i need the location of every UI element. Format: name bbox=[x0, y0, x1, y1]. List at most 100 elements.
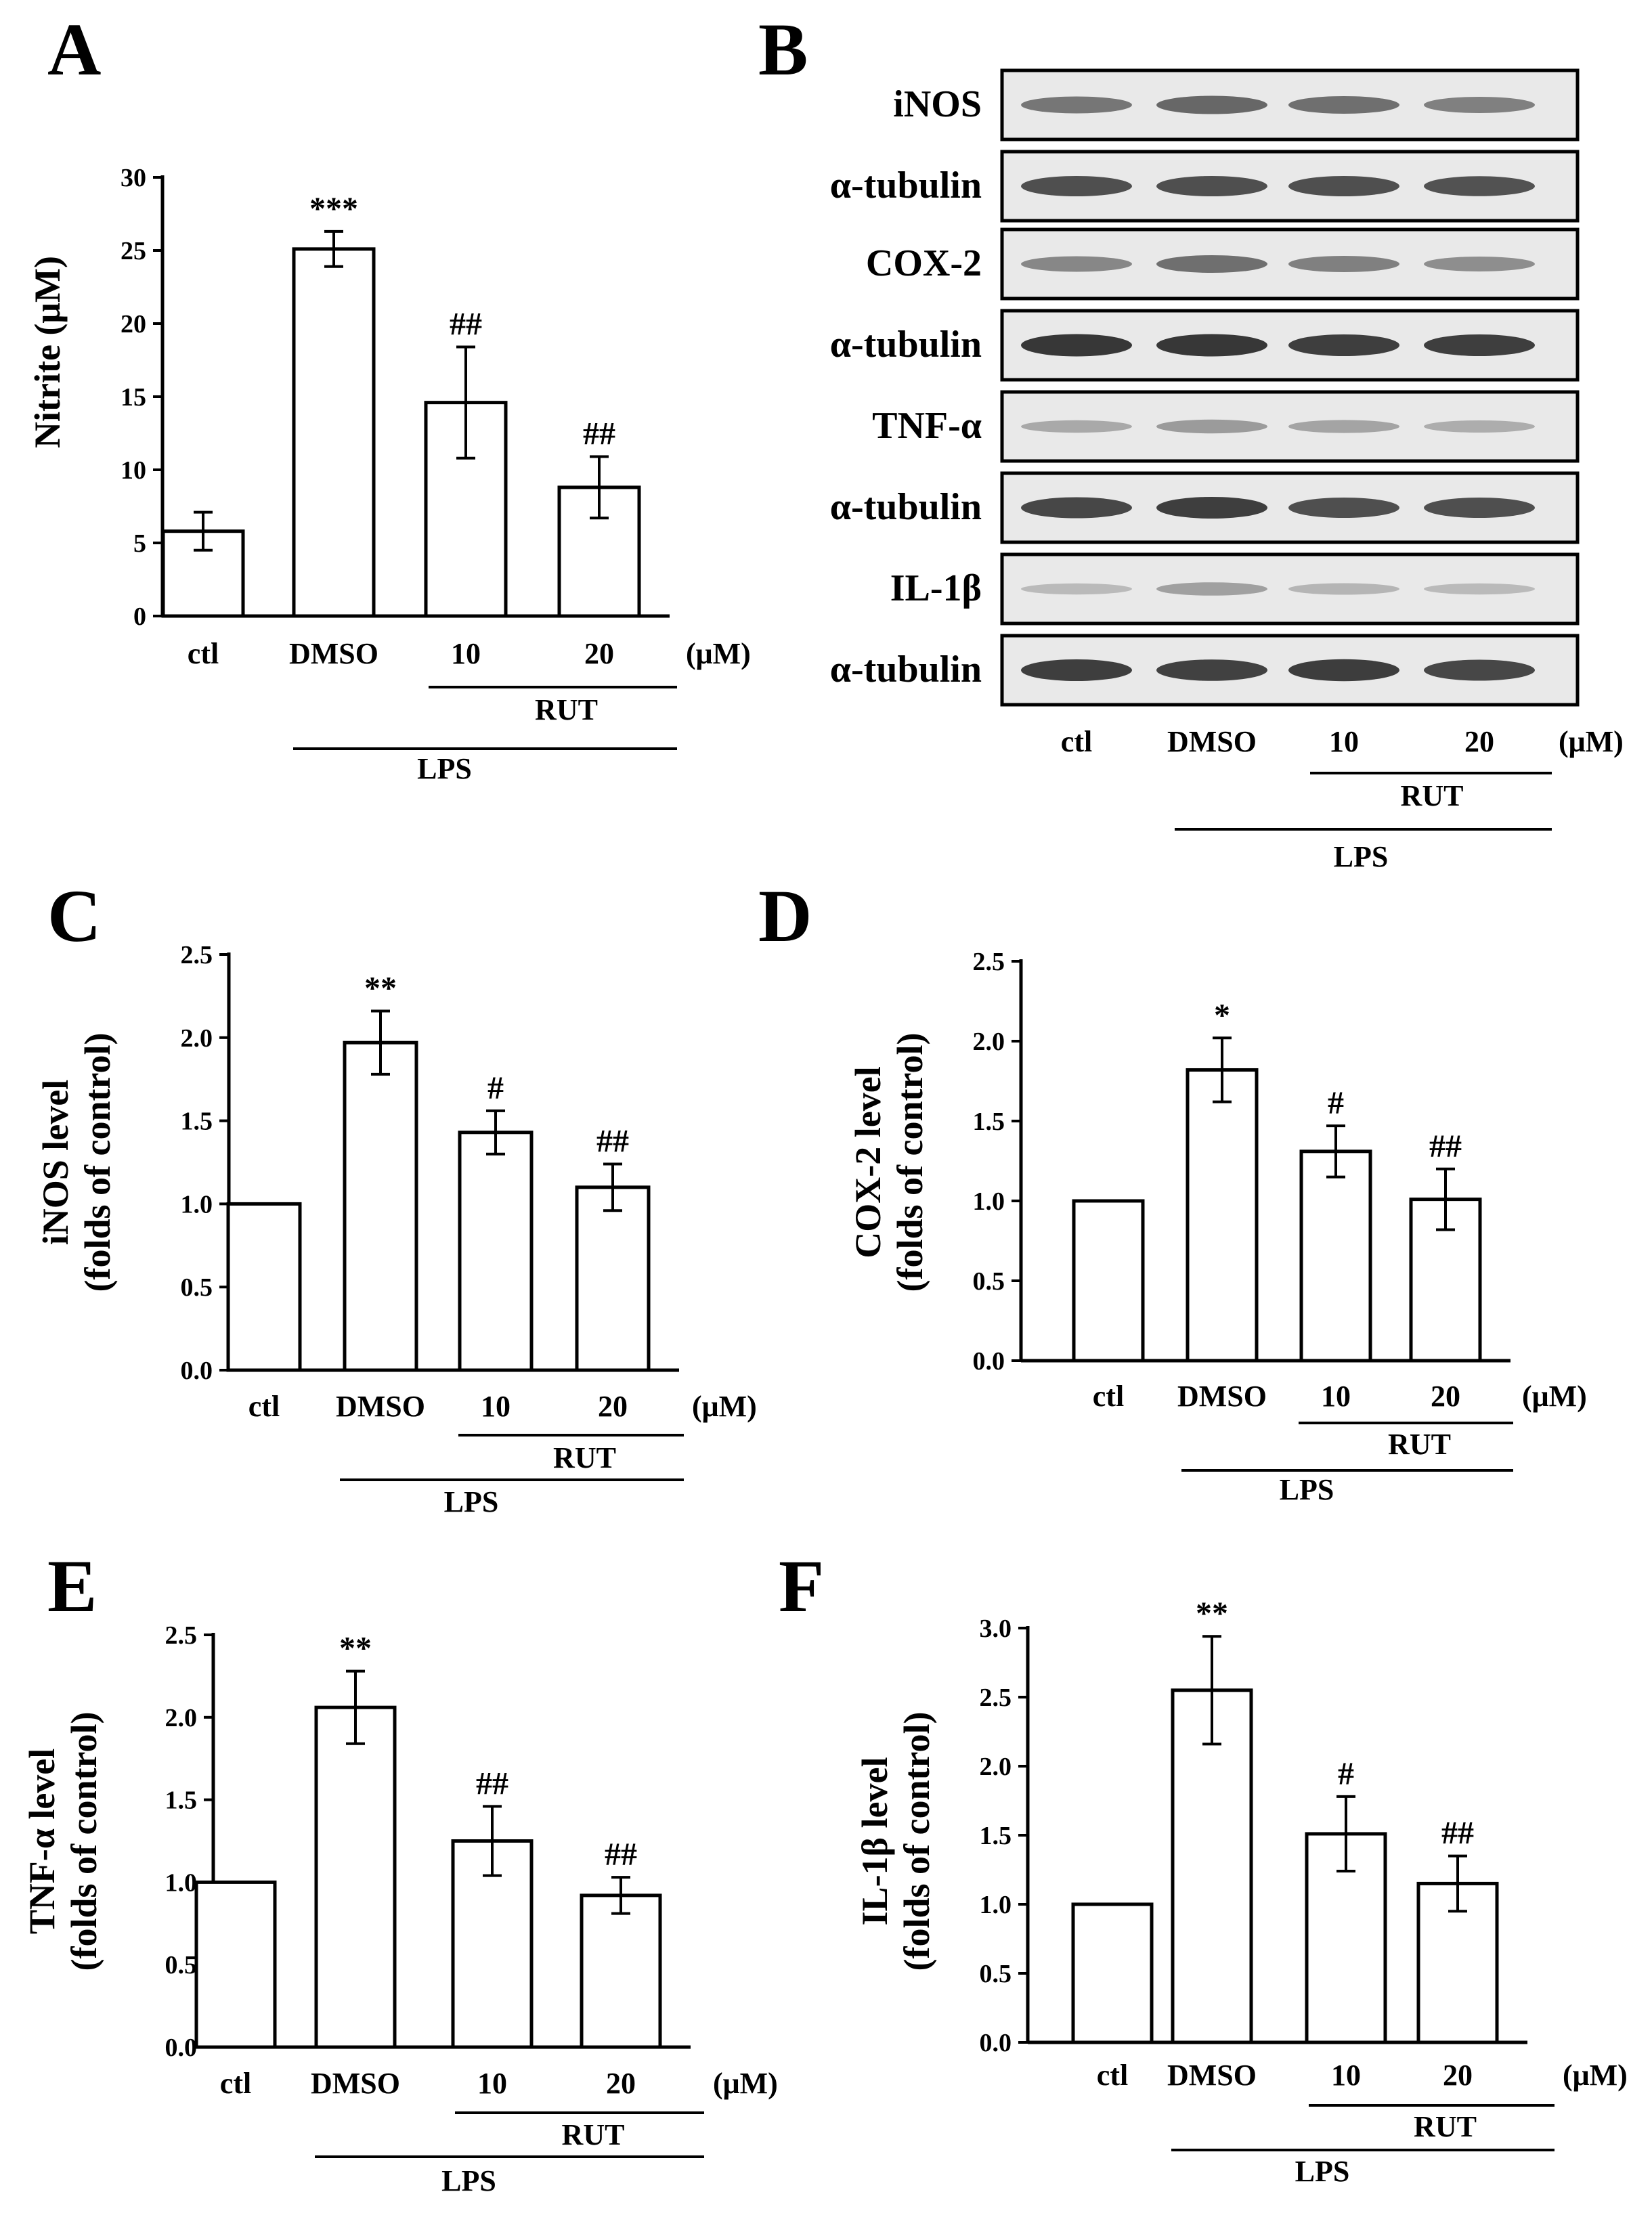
y-axis-label-line: iNOS level bbox=[35, 1080, 76, 1245]
lps-label: LPS bbox=[1334, 840, 1389, 873]
y-axis-label-line: IL-1β level bbox=[854, 1757, 895, 1926]
significance-label: ## bbox=[1429, 1128, 1462, 1164]
y-tick-label: 2.0 bbox=[165, 1704, 198, 1732]
y-tick-label: 30 bbox=[121, 164, 146, 192]
blot-band bbox=[1021, 256, 1132, 272]
category-label: 20 bbox=[584, 637, 614, 670]
category-label: DMSO bbox=[289, 637, 378, 670]
category-label: 10 bbox=[451, 637, 481, 670]
y-axis-label: iNOS level(folds of control) bbox=[35, 1033, 118, 1292]
bar-10 bbox=[1299, 1149, 1372, 1363]
category-label: DMSO bbox=[336, 1390, 425, 1423]
blot-band bbox=[1156, 497, 1267, 519]
category-label: 10 bbox=[1331, 2059, 1361, 2092]
unit-label: (μM) bbox=[1563, 2059, 1628, 2092]
significance-label: ** bbox=[1196, 1596, 1228, 1631]
bar-ctl bbox=[1071, 1902, 1154, 2044]
significance-label: ## bbox=[450, 307, 482, 343]
blot-band bbox=[1156, 95, 1267, 114]
blot-band bbox=[1021, 420, 1132, 433]
significance-label: ## bbox=[605, 1837, 637, 1872]
y-axis-label-line: TNF-α level bbox=[22, 1749, 62, 1935]
significance-label: # bbox=[1338, 1756, 1354, 1792]
blot-row: iNOS bbox=[893, 68, 1580, 141]
category-label: 10 bbox=[477, 2067, 507, 2100]
significance-label: ** bbox=[364, 971, 397, 1007]
panel-letter-F: F bbox=[779, 1545, 824, 1627]
y-tick-label: 1.5 bbox=[165, 1786, 198, 1815]
y-tick-label: 2.0 bbox=[973, 1028, 1005, 1056]
y-axis-label: TNF-α level(folds of control) bbox=[22, 1712, 104, 1971]
blot-row: α-tubulin bbox=[830, 309, 1580, 382]
y-tick-label: 0.5 bbox=[973, 1267, 1005, 1296]
category-label: ctl bbox=[248, 1390, 280, 1423]
y-tick-label: 2.5 bbox=[165, 1621, 198, 1650]
y-axis-label: COX-2 level(folds of control) bbox=[848, 1033, 930, 1292]
lps-label: LPS bbox=[441, 2164, 496, 2197]
y-tick-label: 1.5 bbox=[980, 1822, 1012, 1850]
y-tick-label: 25 bbox=[121, 237, 146, 265]
y-tick-label: 2.0 bbox=[181, 1024, 213, 1053]
chart-panel-E: E 0.0 0.5 1.0 1.5 2.0 2.5 TNF-α level(folds of … bbox=[22, 1545, 778, 2197]
blot-band bbox=[1424, 498, 1535, 518]
significance-label: # bbox=[487, 1070, 504, 1106]
y-tick-label: 1.0 bbox=[980, 1891, 1012, 1919]
bar-20 bbox=[580, 1893, 662, 2049]
chart-panel-A: A 0 5 10 15 20 25 30 Nitrite (μM) ctl *** DMSO ## 10 #… bbox=[27, 8, 751, 785]
y-tick-label: 1.0 bbox=[973, 1187, 1005, 1216]
y-tick-label: 2.0 bbox=[980, 1753, 1012, 1781]
bar-ctl bbox=[226, 1202, 302, 1372]
significance-label: ## bbox=[583, 416, 615, 452]
unit-label: (μM) bbox=[1522, 1380, 1587, 1413]
panel-letter-A: A bbox=[47, 8, 101, 91]
blot-band bbox=[1156, 582, 1267, 596]
bar-DMSO bbox=[314, 1705, 397, 2049]
unit-label: (μM) bbox=[692, 1390, 757, 1423]
blot-band bbox=[1288, 176, 1399, 196]
y-axis-label-line: Nitrite (μM) bbox=[27, 256, 68, 448]
category-label: 20 bbox=[606, 2067, 636, 2100]
rut-label: RUT bbox=[1414, 2110, 1477, 2143]
y-tick-label: 2.5 bbox=[181, 941, 213, 969]
blot-band bbox=[1021, 659, 1132, 681]
category-label: ctl bbox=[220, 2067, 251, 2100]
y-tick-label: 2.5 bbox=[973, 948, 1005, 976]
blot-row-label: TNF-α bbox=[872, 405, 982, 447]
y-tick-label: 0.5 bbox=[181, 1273, 213, 1302]
y-tick-label: 0.0 bbox=[165, 2034, 198, 2062]
significance-label: ## bbox=[476, 1766, 508, 1801]
blot-band bbox=[1288, 96, 1399, 114]
blot-band bbox=[1021, 497, 1132, 519]
rut-label: RUT bbox=[535, 693, 598, 726]
blot-band bbox=[1424, 97, 1535, 113]
blot-band bbox=[1021, 176, 1132, 196]
category-label: ctl bbox=[1097, 2059, 1128, 2092]
blot-row-label: α-tubulin bbox=[830, 165, 982, 206]
blot-strip bbox=[1000, 390, 1580, 463]
y-axis-label: IL-1β level(folds of control) bbox=[854, 1712, 937, 1971]
blot-row: α-tubulin bbox=[830, 634, 1580, 707]
y-tick-label: 15 bbox=[121, 383, 146, 412]
category-label: DMSO bbox=[311, 2067, 400, 2100]
blot-row-label: α-tubulin bbox=[830, 486, 982, 528]
y-axis-label: Nitrite (μM) bbox=[27, 256, 68, 448]
lane-label: DMSO bbox=[1167, 725, 1257, 758]
significance-label: # bbox=[1328, 1085, 1344, 1121]
bar-DMSO bbox=[343, 1040, 418, 1372]
category-label: DMSO bbox=[1177, 1380, 1267, 1413]
chart-panel-C: C 0.0 0.5 1.0 1.5 2.0 2.5 iNOS level(folds of c… bbox=[35, 875, 757, 1518]
category-label: ctl bbox=[188, 637, 219, 670]
lps-label: LPS bbox=[417, 752, 472, 785]
bar-DMSO bbox=[1186, 1068, 1259, 1363]
blot-row-label: COX-2 bbox=[866, 242, 982, 284]
unit-label: (μM) bbox=[713, 2067, 778, 2100]
y-axis-label-line: (folds of control) bbox=[77, 1033, 118, 1292]
bar-ctl bbox=[1072, 1199, 1145, 1363]
y-tick-label: 1.0 bbox=[181, 1190, 213, 1219]
lps-label: LPS bbox=[444, 1485, 499, 1518]
blot-strip bbox=[1000, 552, 1580, 626]
blot-band bbox=[1156, 659, 1267, 681]
blot-band bbox=[1424, 659, 1535, 681]
y-tick-label: 1.0 bbox=[165, 1868, 198, 1897]
